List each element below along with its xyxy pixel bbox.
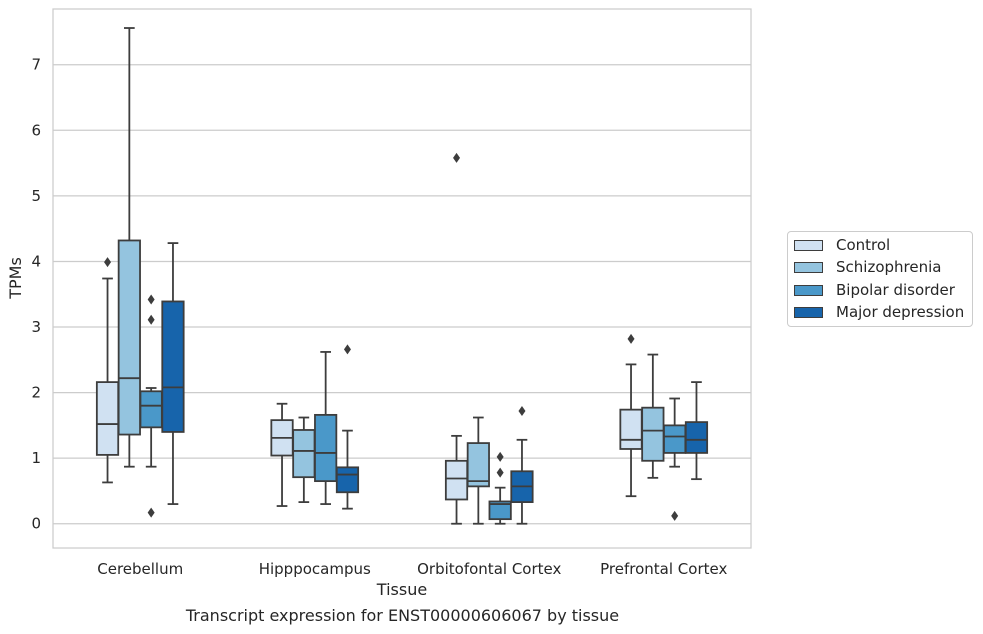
box-hipppocampus-control <box>270 402 294 507</box>
outlier-point <box>147 314 155 325</box>
y-tick-label: 7 <box>31 56 41 74</box>
iqr-box <box>292 429 316 479</box>
iqr-box <box>641 406 665 462</box>
outlier-point <box>671 510 679 521</box>
box-cerebellum-schizophrenia <box>117 27 141 468</box>
box-orbitofontal-cortex-bipolar-disorder <box>488 451 512 525</box>
outlier-point <box>627 333 635 344</box>
x-axis-label: Tissue <box>376 580 427 599</box>
iqr-box <box>619 408 643 450</box>
box-prefrontal-cortex-bipolar-disorder <box>663 397 687 521</box>
iqr-box <box>139 390 163 429</box>
box-hipppocampus-schizophrenia <box>292 416 316 503</box>
legend-swatch-major-depression <box>794 306 823 318</box>
x-tick-label: Prefrontal Cortex <box>600 560 727 578</box>
box-orbitofontal-cortex-schizophrenia <box>466 416 490 525</box>
box-orbitofontal-cortex-control <box>444 152 469 525</box>
outlier-point <box>453 152 461 163</box>
legend-swatch-bipolar-disorder <box>794 284 823 296</box>
iqr-box <box>663 424 687 454</box>
iqr-box <box>488 500 512 521</box>
iqr-box <box>95 381 120 456</box>
legend-swatch-control <box>794 239 823 251</box>
legend-item-major-depression: Major depression <box>794 302 964 322</box>
box-prefrontal-cortex-schizophrenia <box>641 353 665 479</box>
iqr-box <box>314 413 338 483</box>
x-axis-ticks: Cerebellum Hipppocampus Orbitofontal Corte… <box>97 560 727 578</box>
x-tick-label: Orbitofontal Cortex <box>417 560 561 578</box>
legend-item-bipolar-disorder: Bipolar disorder <box>794 280 955 300</box>
iqr-box <box>335 466 360 494</box>
x-tick-label: Cerebellum <box>97 560 183 578</box>
y-axis-label: TPMs <box>6 257 25 300</box>
y-tick-label: 5 <box>31 187 41 205</box>
outlier-point <box>496 467 504 478</box>
y-tick-label: 3 <box>31 318 41 336</box>
legend-label-schizophrenia: Schizophrenia <box>836 258 942 276</box>
box-hipppocampus-bipolar-disorder <box>314 351 338 505</box>
box-cerebellum-control <box>95 257 120 484</box>
outlier-point <box>518 405 526 416</box>
legend-label-major-depression: Major depression <box>836 303 965 321</box>
box-cerebellum-bipolar-disorder <box>139 294 163 518</box>
box-prefrontal-cortex-major-depression <box>684 381 709 481</box>
outlier-point <box>496 451 504 462</box>
y-axis-ticks: 0 1 2 3 4 5 6 7 <box>31 56 41 533</box>
legend: Control Schizophrenia Bipolar disorder M… <box>787 231 973 327</box>
legend-swatch-schizophrenia <box>794 261 823 273</box>
legend-item-schizophrenia: Schizophrenia <box>794 257 941 277</box>
box-plot-area <box>95 27 709 525</box>
legend-label-bipolar-disorder: Bipolar disorder <box>836 281 955 299</box>
outlier-point <box>147 294 155 305</box>
box-hipppocampus-major-depression <box>335 344 360 510</box>
box-cerebellum-major-depression <box>161 242 185 505</box>
outlier-point <box>343 344 351 355</box>
outlier-point <box>147 507 155 518</box>
box-prefrontal-cortex-control <box>619 333 643 498</box>
outlier-point <box>104 257 112 268</box>
box-orbitofontal-cortex-major-depression <box>510 405 534 525</box>
legend-item-control: Control <box>794 235 890 255</box>
y-tick-label: 2 <box>31 384 41 402</box>
x-tick-label: Hipppocampus <box>259 560 371 578</box>
iqr-box <box>117 239 141 436</box>
chart-caption: Transcript expression for ENST0000060606… <box>185 606 620 625</box>
y-tick-label: 0 <box>31 515 41 533</box>
y-tick-label: 4 <box>31 252 41 270</box>
plot-frame <box>52 8 752 549</box>
iqr-box <box>444 459 469 501</box>
iqr-box <box>161 300 185 433</box>
iqr-box <box>466 442 490 488</box>
iqr-box <box>684 421 709 454</box>
y-tick-label: 6 <box>31 121 41 139</box>
y-tick-label: 1 <box>31 449 41 467</box>
legend-label-control: Control <box>836 236 891 254</box>
